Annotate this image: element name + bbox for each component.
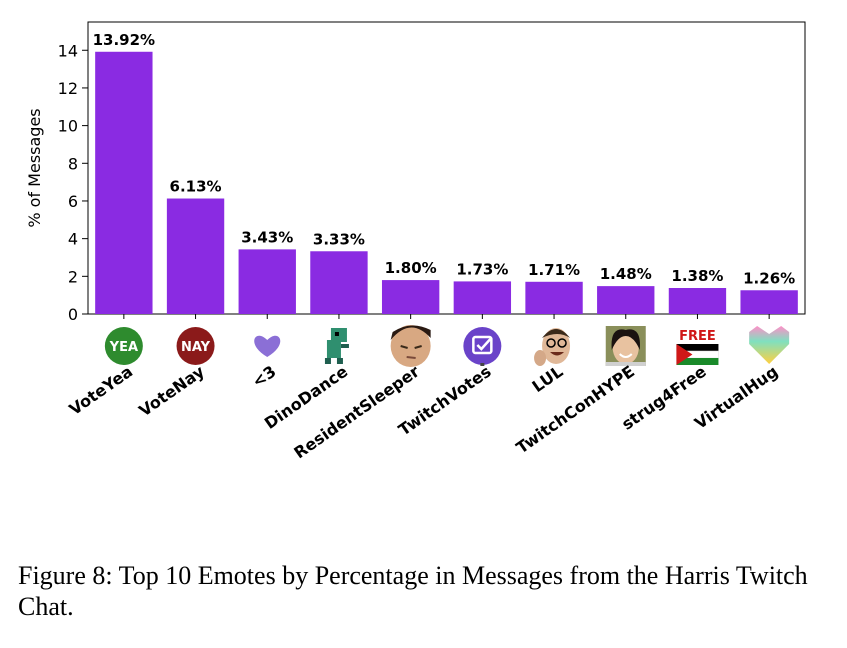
bar-value-label: 3.43% [241,228,293,246]
lul-icon [534,328,571,366]
y-tick-label: 10 [58,117,78,136]
bar [597,286,655,314]
vote-yea-icon: YEA [104,327,143,365]
svg-text:FREE: FREE [679,329,716,344]
bar-value-label: 3.33% [313,230,365,248]
bar-value-label: 1.48% [600,265,652,283]
y-tick-label: 4 [68,230,78,249]
y-tick-label: 2 [68,267,78,286]
bar-value-label: 1.71% [528,261,580,279]
x-category-label: VoteYea [66,362,137,419]
resident-sleeper-icon [390,325,431,367]
bar [668,288,727,314]
bar-value-label: 6.13% [170,178,222,196]
svg-text:YEA: YEA [109,340,138,355]
plot-frame [87,21,806,315]
bar [453,281,512,314]
plot-area: 0 2 4 6 8 10 12 14 % of Messages 13.92% YEA VoteYea… [25,21,806,463]
vote-nay-icon: NAY [176,327,215,365]
twitch-votes-icon [463,327,502,366]
x-category-label: ResidentSleeper [290,362,423,463]
svg-text:NAY: NAY [181,340,211,355]
y-tick-label: 0 [68,305,78,324]
x-category-label: LUL [529,362,567,396]
virtual-hug-icon [749,326,790,364]
strug4free-icon: FREE [676,329,719,365]
bar-value-label: 1.38% [671,267,723,285]
bar-chart: 0 2 4 6 8 10 12 14 % of Messages 13.92% YEA VoteYea… [25,21,806,463]
figure-caption: Figure 8: Top 10 Emotes by Percentage in… [18,561,808,621]
dino-dance-icon [324,328,349,364]
bar [95,51,153,314]
y-tick-label: 14 [58,41,78,60]
bar [166,198,225,314]
bar-value-label: 1.73% [456,260,508,278]
y-tick-label: 8 [68,154,78,173]
bar [525,281,583,314]
bar [310,251,368,314]
y-tick-label: 6 [68,192,78,211]
x-category-label: TwitchConHYPE [513,362,638,458]
bar-value-label: 13.92% [93,31,155,49]
x-category-label: VoteNay [135,361,208,420]
bar [381,280,440,314]
y-tick-label: 12 [58,79,78,98]
purple-heart-icon [254,335,281,357]
y-axis-label: % of Messages [25,108,44,227]
x-category-label: <3 [249,362,280,392]
bar-value-label: 1.26% [743,269,795,287]
bar-value-label: 1.80% [385,259,437,277]
bar [238,249,296,314]
twitchcon-hype-icon [605,326,646,366]
bar [740,290,798,314]
